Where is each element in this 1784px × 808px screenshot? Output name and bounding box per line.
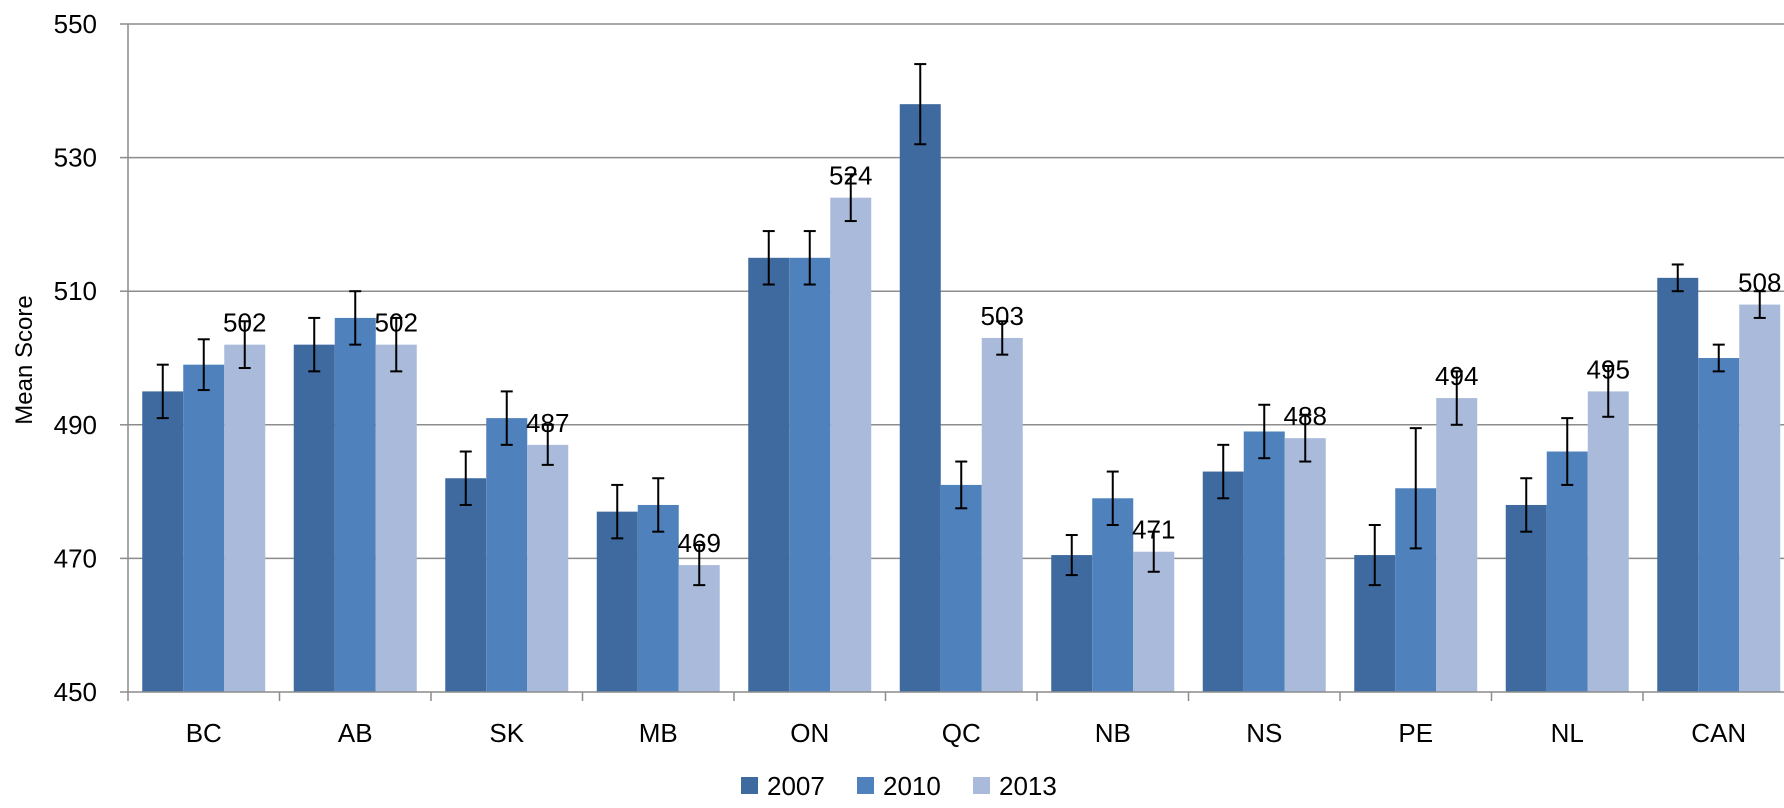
bar-nb-2007 [1051, 555, 1093, 692]
y-tick-label-450: 450 [54, 677, 97, 707]
bar-sk-2010 [486, 418, 528, 692]
data-label-ns-2013: 488 [1284, 401, 1327, 431]
x-tick-label-on: ON [790, 718, 829, 748]
x-tick-label-nl: NL [1551, 718, 1584, 748]
legend: 2007 2010 2013 [741, 771, 1057, 801]
bar-ns-2013 [1284, 438, 1326, 692]
bar-bc-2007 [142, 391, 184, 692]
data-label-nb-2013: 471 [1132, 515, 1175, 545]
data-label-ab-2013: 502 [375, 308, 418, 338]
legend-swatch-2010 [857, 777, 874, 794]
legend-label-2010: 2010 [883, 771, 941, 801]
legend-swatch-2007 [741, 777, 758, 794]
bar-nl-2010 [1546, 451, 1588, 692]
bar-mb-2007 [596, 511, 638, 692]
data-label-pe-2013: 494 [1435, 361, 1478, 391]
bar-nl-2007 [1505, 504, 1547, 692]
bar-on-2007 [748, 257, 790, 692]
legend-label-2013: 2013 [999, 771, 1057, 801]
bar-ns-2010 [1243, 431, 1285, 692]
x-tick-label-ab: AB [338, 718, 373, 748]
error-bars [156, 63, 1766, 587]
bar-ab-2007 [293, 344, 335, 692]
x-tick-label-pe: PE [1398, 718, 1433, 748]
y-tick-label-550: 550 [54, 9, 97, 39]
bar-nb-2010 [1092, 498, 1134, 692]
legend-swatch-2013 [973, 777, 990, 794]
data-labels: 502 502 487 469 524 503 471 488 494 495 508 [223, 161, 1781, 558]
bar-ns-2007 [1202, 471, 1244, 692]
bar-qc-2007 [899, 104, 941, 692]
bar-sk-2007 [445, 478, 487, 692]
bar-ab-2013 [375, 344, 417, 692]
x-tick-label-can: CAN [1691, 718, 1746, 748]
bar-nb-2013 [1133, 551, 1175, 692]
bars [142, 104, 1781, 692]
bar-qc-2010 [940, 484, 982, 692]
bar-can-2007 [1657, 277, 1699, 692]
axes: 450 470 490 510 530 550 BC AB SK MB ON QC NB NS PE NL CA… [54, 9, 1784, 748]
y-axis-title: Mean Score [11, 295, 38, 424]
bar-ab-2010 [334, 317, 376, 692]
bar-pe-2013 [1436, 398, 1478, 692]
data-label-sk-2013: 487 [526, 408, 569, 438]
data-label-mb-2013: 469 [678, 528, 721, 558]
bar-can-2013 [1739, 304, 1781, 692]
bar-on-2010 [789, 257, 831, 692]
bar-can-2010 [1698, 358, 1740, 692]
bar-mb-2010 [637, 504, 679, 692]
x-tick-label-bc: BC [186, 718, 222, 748]
legend-label-2007: 2007 [767, 771, 825, 801]
bar-mb-2013 [678, 565, 720, 692]
y-tick-label-490: 490 [54, 410, 97, 440]
bar-on-2013 [830, 197, 872, 692]
bar-bc-2013 [224, 344, 266, 692]
x-tick-label-qc: QC [942, 718, 981, 748]
x-tick-label-ns: NS [1246, 718, 1282, 748]
y-tick-label-530: 530 [54, 143, 97, 173]
y-tick-label-510: 510 [54, 276, 97, 306]
x-tick-label-sk: SK [489, 718, 524, 748]
bar-qc-2013 [981, 337, 1023, 692]
data-label-nl-2013: 495 [1587, 354, 1630, 384]
bar-sk-2013 [527, 444, 569, 692]
x-tick-label-mb: MB [639, 718, 678, 748]
bar-bc-2010 [183, 364, 225, 692]
bar-nl-2013 [1587, 391, 1629, 692]
data-label-bc-2013: 502 [223, 308, 266, 338]
x-tick-label-nb: NB [1095, 718, 1131, 748]
data-label-on-2013: 524 [829, 161, 872, 191]
y-tick-label-470: 470 [54, 543, 97, 573]
data-label-qc-2013: 503 [981, 301, 1024, 331]
data-label-can-2013: 508 [1738, 268, 1781, 298]
